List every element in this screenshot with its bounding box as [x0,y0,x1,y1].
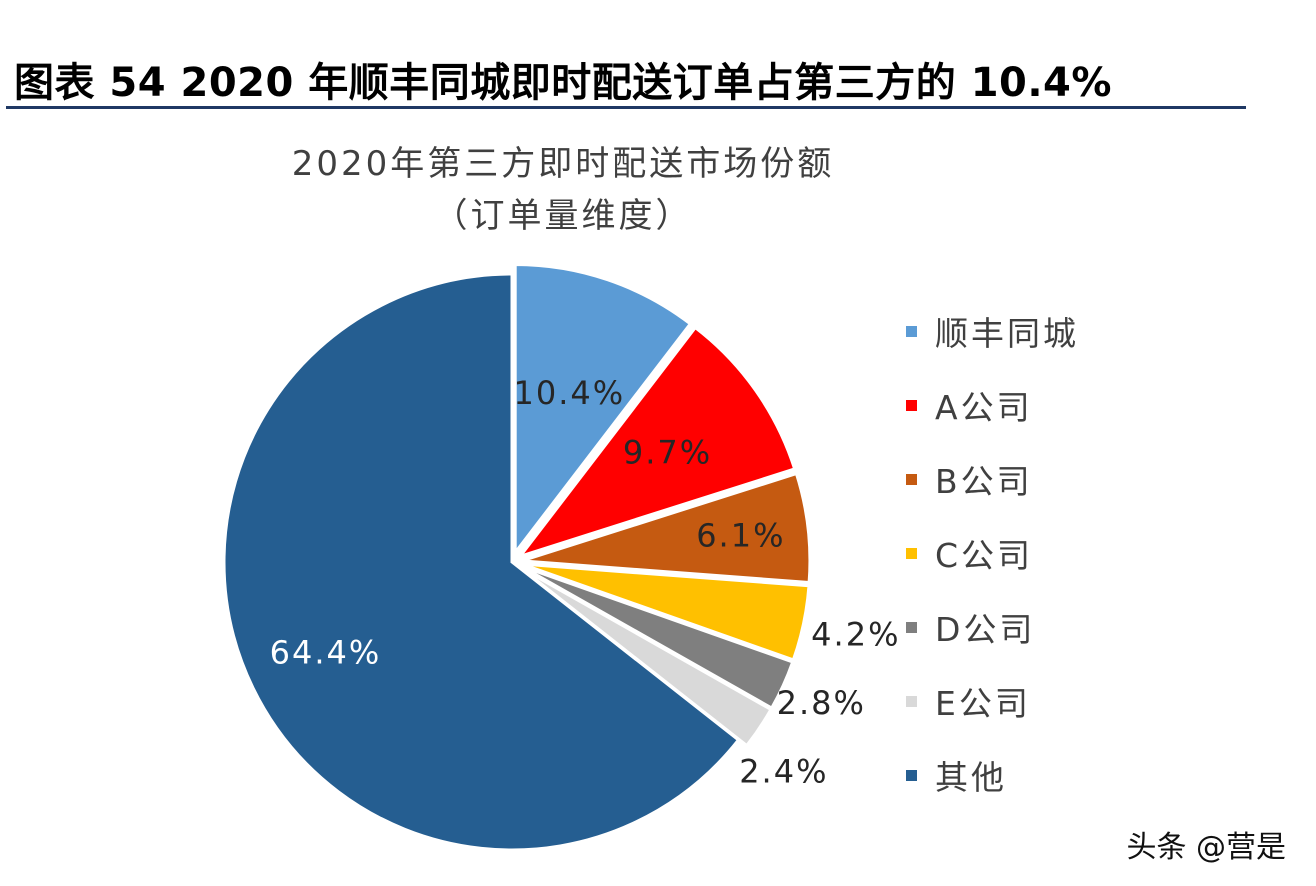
legend-swatch [906,325,917,337]
pie-slice-5 [520,564,795,711]
pie-slice-4 [521,562,811,662]
figure-header: 图表 54 2020 年顺丰同城即时配送订单占第三方的 10.4% [14,60,1112,106]
legend-swatch [906,621,917,633]
chart-title: 2020年第三方即时配送市场份额 [291,144,835,184]
chart-title-block: 2020年第三方即时配送市场份额 （订单量维度） [0,138,1126,242]
legend-label: 其他 [935,758,1007,797]
pie-slice-3 [521,471,812,585]
legend-label: D公司 [935,610,1036,649]
chart-legend: 顺丰同城 A公司 B公司 C公司 D公司 E公司其他 [906,294,1079,812]
data-label-2: 9.7% [623,434,712,472]
legend-item: A公司 [906,368,1079,442]
legend-swatch [906,399,917,411]
data-label-7: 64.4% [270,634,382,672]
legend-item: 其他 [906,738,1079,812]
legend-swatch [906,695,917,707]
legend-item: E公司 [906,664,1079,738]
legend-label: E公司 [935,684,1031,723]
legend-label: B公司 [935,462,1033,501]
legend-item: B公司 [906,442,1079,516]
legend-item: 顺丰同城 [906,294,1079,368]
legend-swatch [906,473,917,485]
data-label-1: 10.4% [513,374,625,412]
pie-slice-2 [516,325,797,560]
data-label-4: 4.2% [811,615,900,653]
header-divider [6,106,1246,109]
pie-slice-7 [222,272,741,852]
chart-subtitle: （订单量维度） [433,196,693,236]
legend-item: C公司 [906,516,1079,590]
legend-label: 顺丰同城 [935,314,1079,353]
pie-slice-6 [519,566,773,748]
legend-label: A公司 [935,388,1033,427]
data-label-5: 2.8% [777,684,866,722]
data-label-3: 6.1% [696,516,785,554]
pie-slice-1 [513,263,693,557]
watermark: 头条 @营是 [1126,830,1286,865]
legend-label: C公司 [935,536,1034,575]
legend-item: D公司 [906,590,1079,664]
legend-swatch [906,769,917,781]
data-label-6: 2.4% [739,753,828,791]
legend-swatch [906,547,917,559]
